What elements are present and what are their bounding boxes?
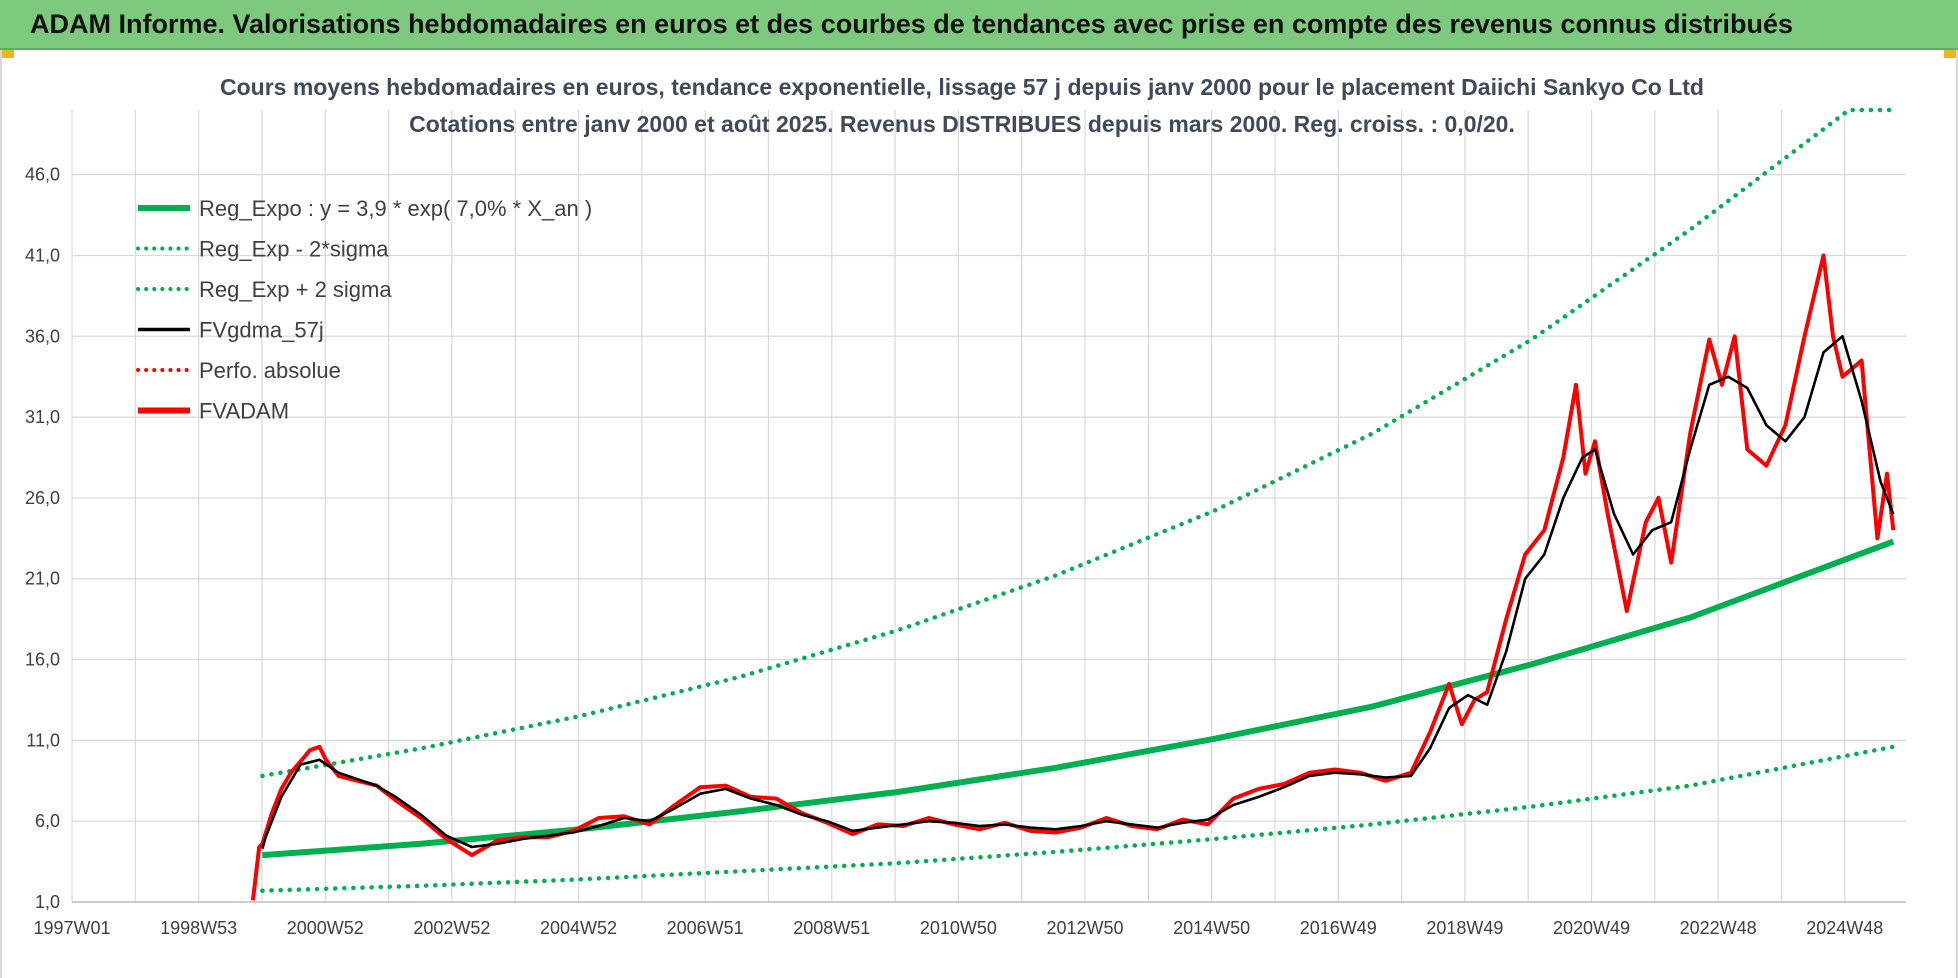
series-line-5 bbox=[250, 253, 1896, 901]
x-tick-label: 1998W53 bbox=[160, 918, 237, 938]
x-tick-label: 2020W49 bbox=[1553, 918, 1630, 938]
chart-title: Cours moyens hebdomadaires en euros, ten… bbox=[220, 74, 1704, 100]
y-tick-label: 36,0 bbox=[25, 326, 60, 346]
x-tick-label: 2002W52 bbox=[413, 918, 490, 938]
report-banner: ADAM Informe. Valorisations hebdomadaire… bbox=[0, 0, 1958, 50]
legend-label: Reg_Exp - 2*sigma bbox=[199, 237, 389, 262]
legend-item: FVADAM bbox=[138, 399, 289, 424]
x-tick-label: 2018W49 bbox=[1426, 918, 1503, 938]
legend-item: Reg_Exp - 2*sigma bbox=[136, 237, 389, 262]
legend-label: Reg_Expo : y = 3,9 * exp( 7,0% * X_an ) bbox=[199, 196, 592, 221]
axes: 1,0 6,0 11,0 16,0 21,0 26,0 31,0 36,0 41,0 46,0 19… bbox=[25, 165, 1906, 938]
legend-item: Reg_Exp + 2 sigma bbox=[136, 277, 392, 302]
legend-item: FVgdma_57j bbox=[138, 318, 324, 343]
y-tick-label: 26,0 bbox=[25, 488, 60, 508]
y-tick-label: 41,0 bbox=[25, 245, 60, 265]
y-tick-label: 11,0 bbox=[26, 730, 60, 750]
legend-label: FVgdma_57j bbox=[199, 318, 324, 343]
series-line-1 bbox=[262, 538, 1895, 859]
chart-area: 1,0 6,0 11,0 16,0 21,0 26,0 31,0 36,0 41,0 46,0 19… bbox=[0, 50, 1958, 978]
legend-label: FVADAM bbox=[199, 399, 289, 424]
corner-marker-left bbox=[0, 50, 14, 58]
x-tick-label: 2024W48 bbox=[1806, 918, 1883, 938]
x-tick-label: 1997W01 bbox=[33, 918, 110, 938]
x-tick-label: 2006W51 bbox=[667, 918, 744, 938]
y-tick-label: 16,0 bbox=[25, 650, 60, 670]
y-tick-label: 31,0 bbox=[25, 407, 60, 427]
legend-item: Perfo. absolue bbox=[136, 358, 341, 383]
grid bbox=[71, 110, 1906, 903]
x-tick-label: 2022W48 bbox=[1680, 918, 1757, 938]
legend-label: Reg_Exp + 2 sigma bbox=[199, 277, 392, 302]
legend-item: Reg_Expo : y = 3,9 * exp( 7,0% * X_an ) bbox=[138, 196, 592, 221]
x-tick-label: 2000W52 bbox=[287, 918, 364, 938]
y-tick-label: 46,0 bbox=[25, 165, 60, 185]
x-tick-label: 2014W50 bbox=[1173, 918, 1250, 938]
x-tick-label: 2004W52 bbox=[540, 918, 617, 938]
legend: Reg_Expo : y = 3,9 * exp( 7,0% * X_an ) R… bbox=[136, 196, 592, 424]
x-tick-label: 2010W50 bbox=[920, 918, 997, 938]
x-tick-label: 2008W51 bbox=[793, 918, 870, 938]
chart-subtitle: Cotations entre janv 2000 et août 2025. … bbox=[409, 111, 1515, 137]
series-line-4 bbox=[261, 334, 1895, 850]
series-layer bbox=[250, 107, 1896, 901]
legend-label: Perfo. absolue bbox=[199, 358, 341, 383]
report-title: ADAM Informe. Valorisations hebdomadaire… bbox=[30, 9, 1794, 39]
corner-marker-right bbox=[1944, 50, 1958, 58]
line-chart: 1,0 6,0 11,0 16,0 21,0 26,0 31,0 36,0 41,0 46,0 19… bbox=[25, 74, 1906, 938]
x-tick-label: 2016W49 bbox=[1300, 918, 1377, 938]
y-tick-label: 1,0 bbox=[35, 892, 60, 912]
y-tick-label: 6,0 bbox=[35, 811, 60, 831]
series-line-2 bbox=[260, 744, 1896, 893]
x-tick-label: 2012W50 bbox=[1046, 918, 1123, 938]
y-tick-label: 21,0 bbox=[25, 569, 60, 589]
